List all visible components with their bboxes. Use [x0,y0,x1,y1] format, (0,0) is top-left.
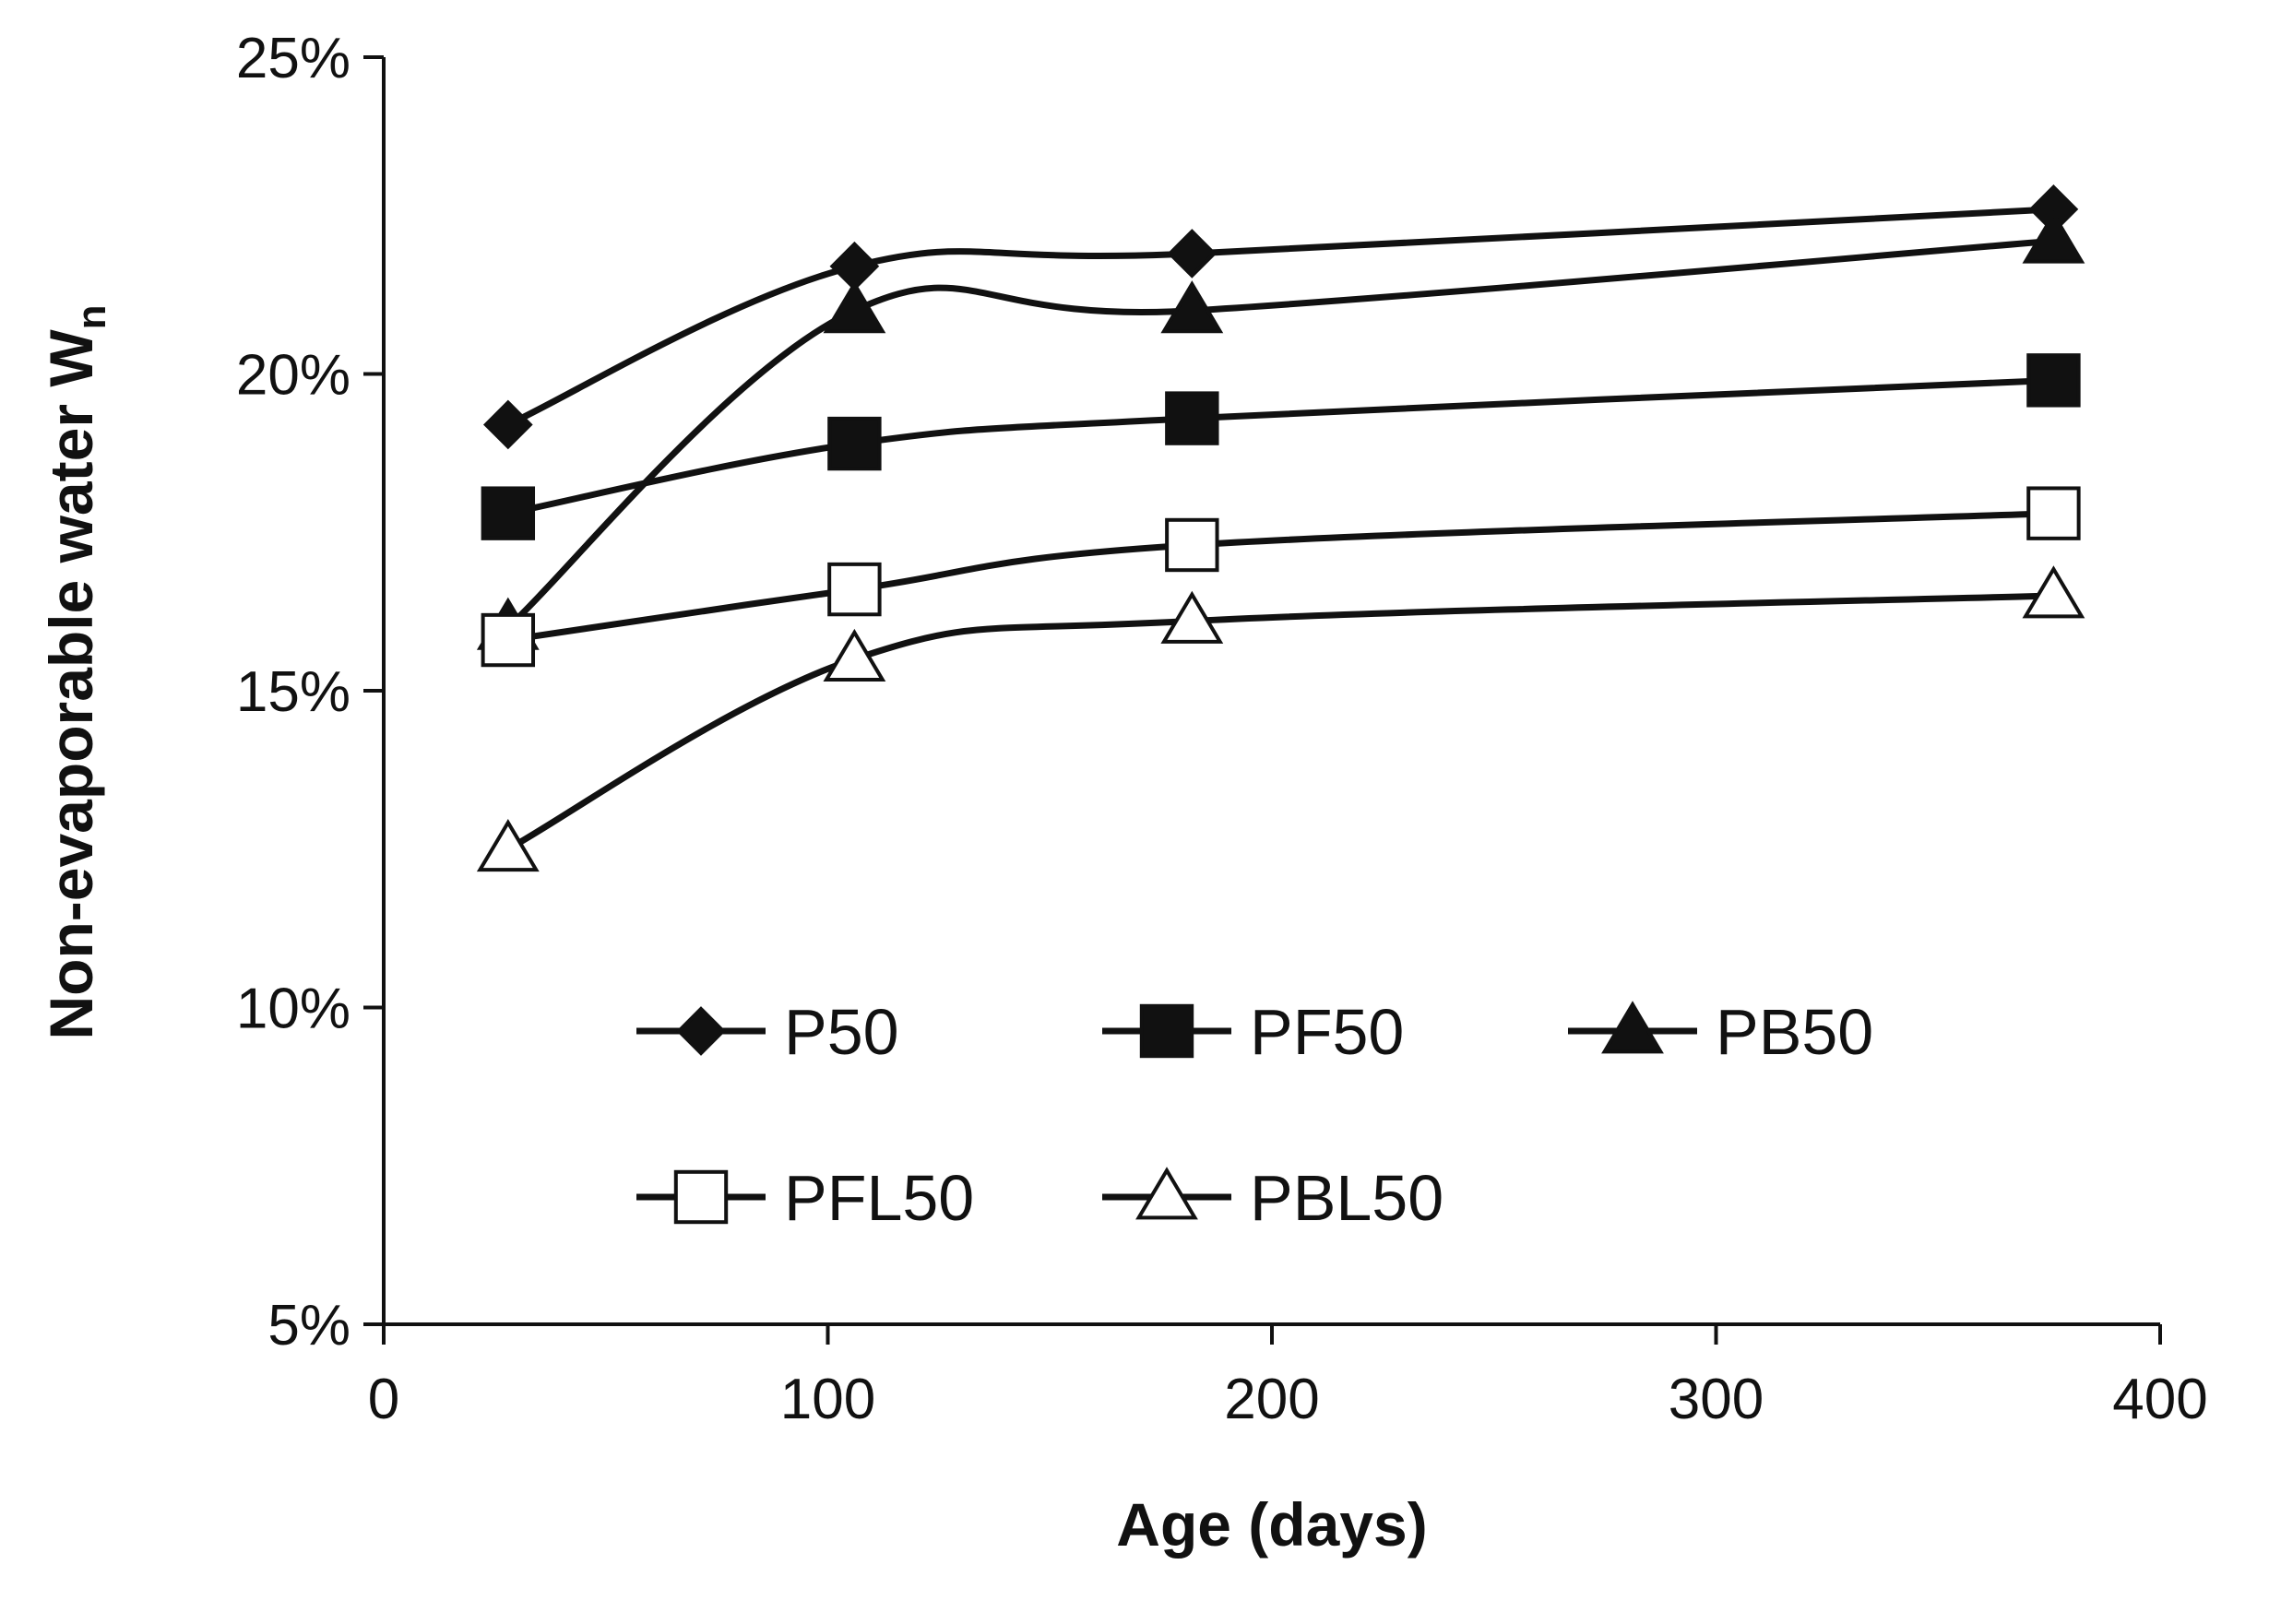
series-pb50 [476,210,2085,650]
data-point-pf50 [1165,391,1219,445]
legend-marker [676,1006,726,1056]
legend-label: PBL50 [1250,1162,1443,1234]
x-tick-label: 0 [368,1368,399,1431]
x-tick-label: 400 [2112,1368,2207,1431]
y-tick-label: 25% [236,27,350,90]
data-point-pf50 [827,416,882,471]
data-point-pbl50 [476,819,540,872]
series-line-pfl50 [507,510,2054,644]
legend-entry-pfl50: PFL50 [636,1162,974,1234]
data-point-pfl50 [2026,486,2081,540]
legend-label: P50 [784,996,899,1068]
legend-marker [1139,1003,1194,1059]
series-line-pf50 [507,376,2054,517]
data-point-pb50 [823,280,886,334]
legend-marker [673,1169,729,1225]
x-axis-title: Age (days) [1116,1490,1427,1559]
legend-entry-pb50: PB50 [1568,996,1873,1068]
legend-marker [1135,1167,1198,1220]
series-pf50 [481,353,2081,540]
data-point-pbl50 [823,628,886,682]
data-point-pbl50 [1160,590,1224,644]
y-tick-label: 5% [267,1294,350,1357]
x-tick-label: 200 [1224,1368,1319,1431]
series-line-pb50 [505,237,2054,630]
series-line-p50 [506,206,2054,428]
data-point-pfl50 [827,562,882,617]
data-point-p50 [1167,229,1218,279]
data-point-pb50 [2022,210,2085,264]
legend-entry-pbl50: PBL50 [1102,1162,1443,1234]
x-tick-label: 300 [1669,1368,1764,1431]
legend-marker [1601,1001,1664,1054]
legend-label: PFL50 [784,1162,974,1234]
data-point-pb50 [1160,280,1224,334]
legend-entry-p50: P50 [636,996,899,1068]
y-axis-title-subscript: n [69,304,114,329]
y-axis-title-main: Non-evaporable water W [37,329,105,1040]
data-point-pfl50 [1165,517,1219,573]
legend: P50 PF50 PB50 PFL50 PBL50 [636,996,1873,1234]
data-point-p50 [482,399,533,450]
series-layer [476,184,2085,872]
y-tick-label: 10% [236,978,350,1041]
y-axis-title: Non-evaporable water Wn [37,304,114,1039]
data-point-pbl50 [2022,565,2085,619]
legend-label: PB50 [1716,996,1873,1068]
data-point-pf50 [2026,353,2081,408]
axes: 5% 10% 15% 20% 25% 0 100 200 300 400 [236,27,2208,1431]
series-pbl50 [476,565,2085,872]
y-tick-label: 15% [236,660,350,724]
x-tick-label: 100 [780,1368,875,1431]
legend-entry-pf50: PF50 [1102,996,1404,1068]
series-p50 [482,184,2079,450]
y-tick-label: 20% [236,344,350,408]
data-point-pfl50 [481,612,536,668]
data-point-pf50 [481,486,536,540]
series-line-pbl50 [506,592,2054,852]
series-pfl50 [481,486,2081,668]
legend-label: PF50 [1250,996,1404,1068]
